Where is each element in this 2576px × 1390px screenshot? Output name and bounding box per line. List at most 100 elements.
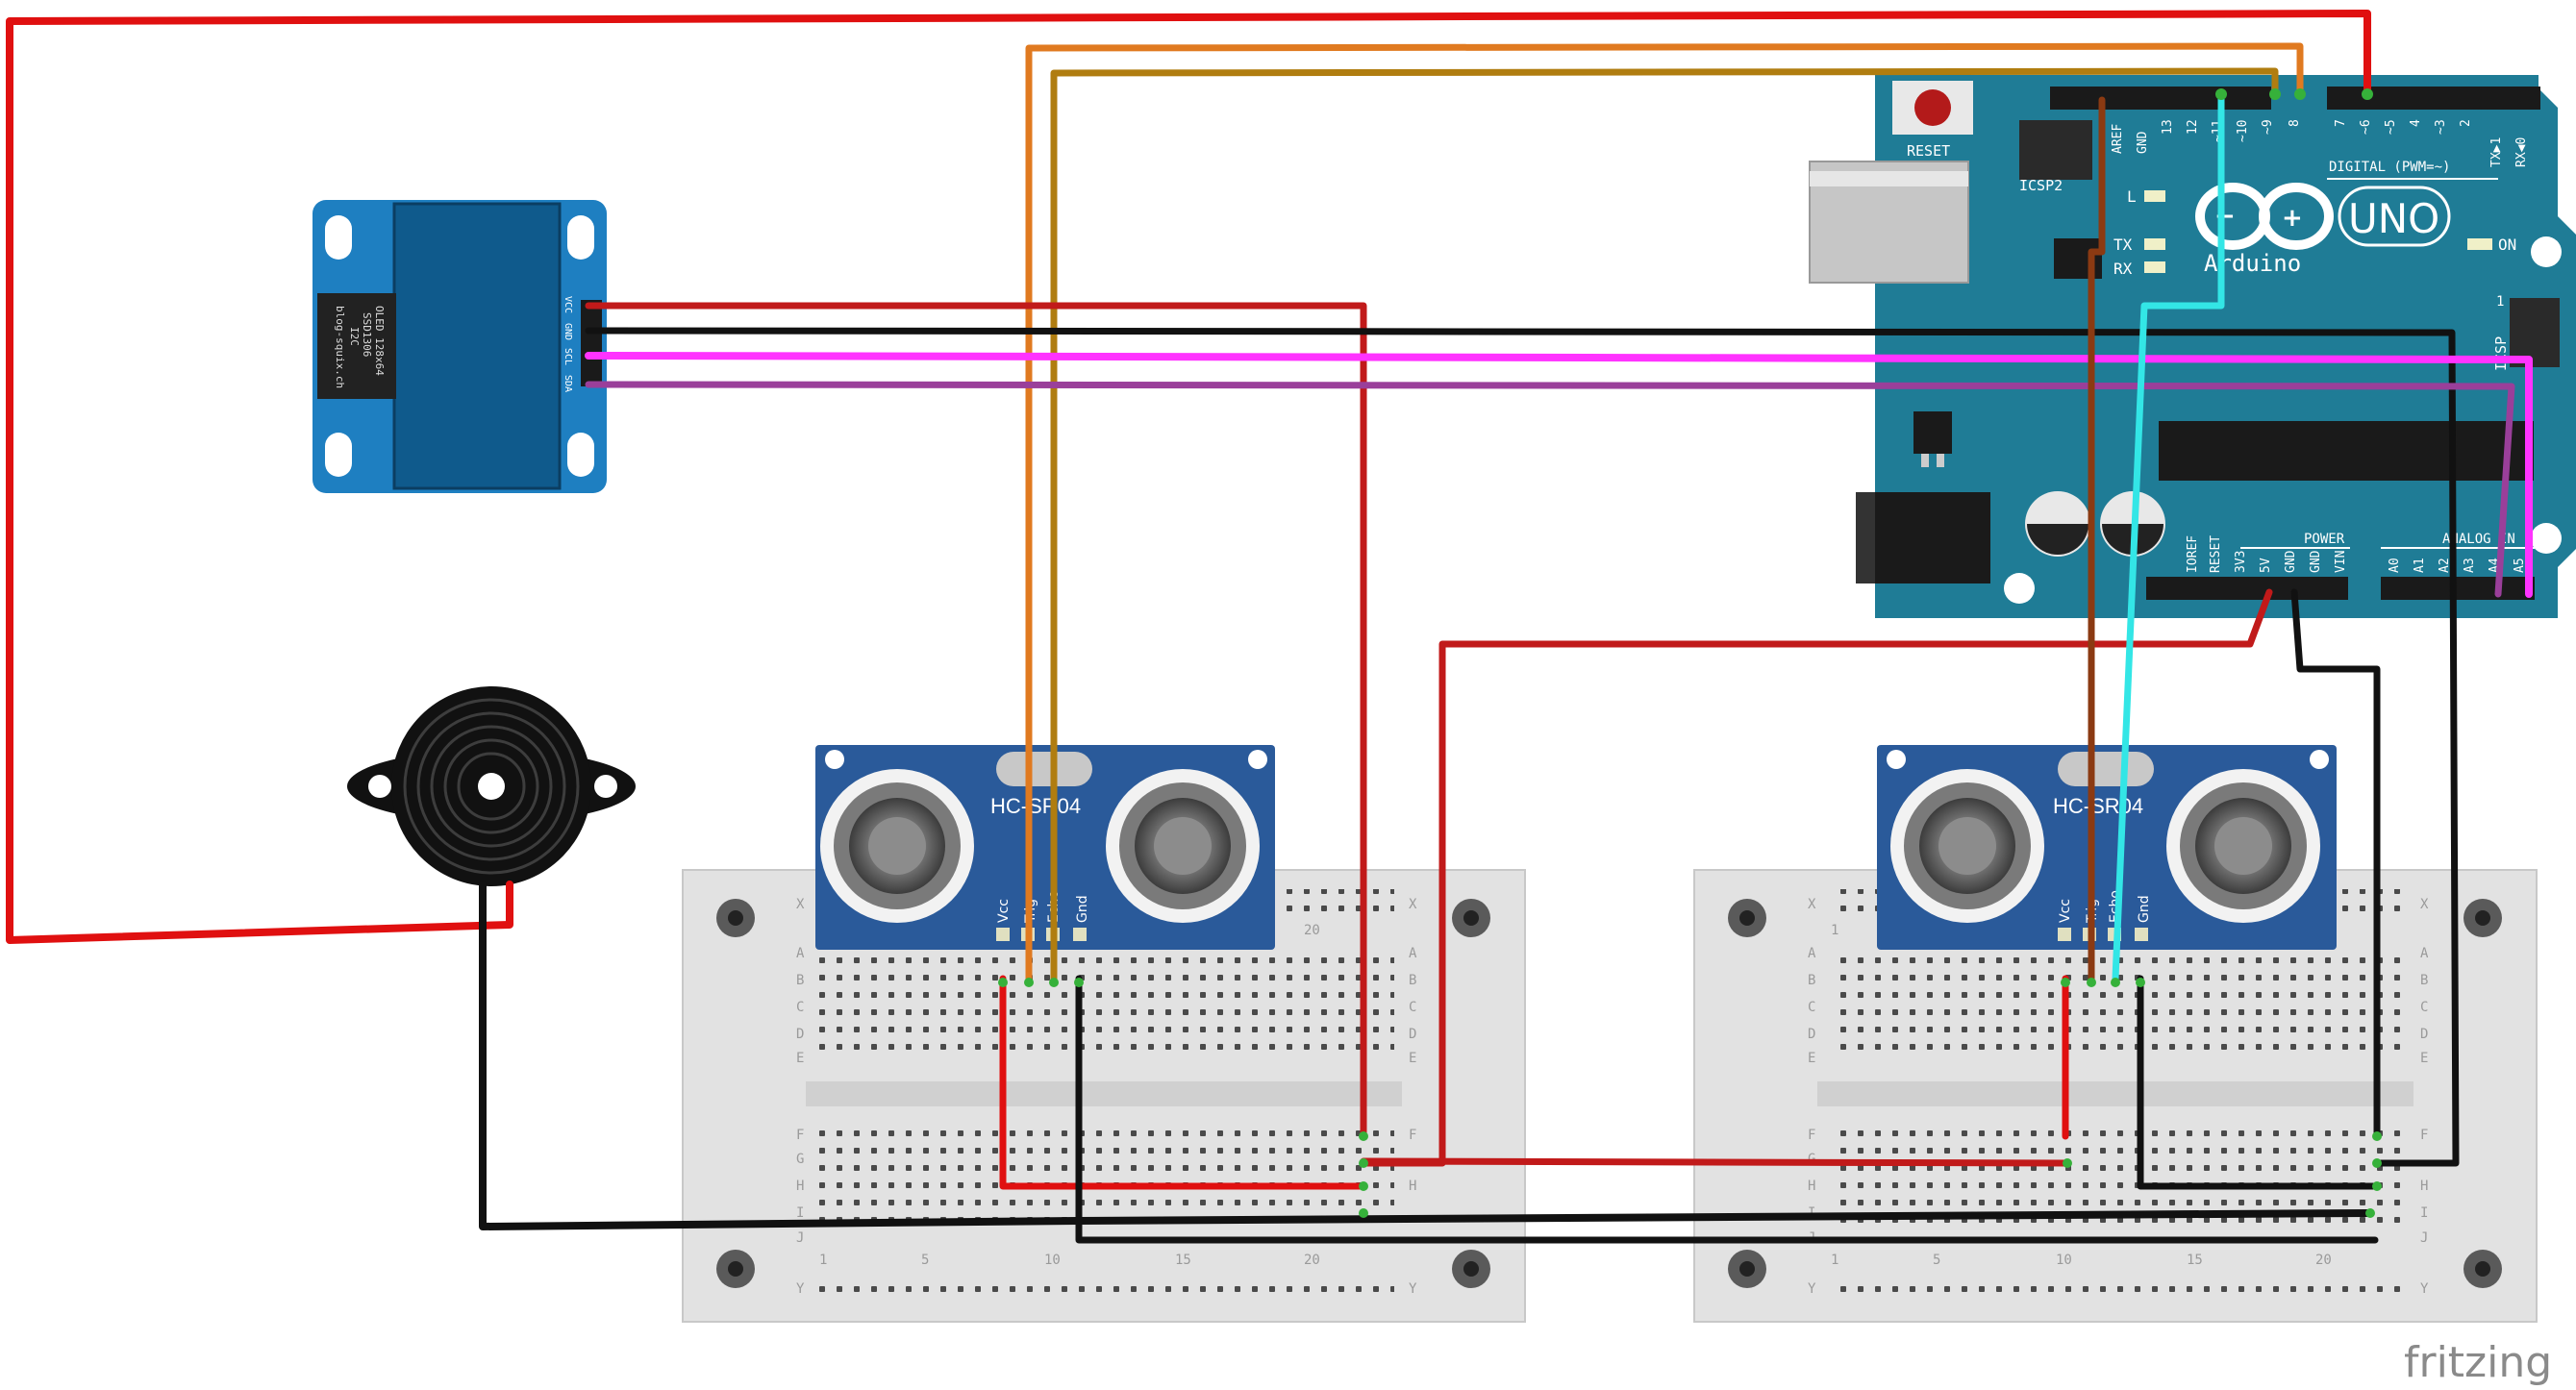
arduino-led-l: L [2127,187,2137,206]
wire-oled-vcc [585,302,1367,1140]
header-gnd: GND [2136,131,2150,154]
row-label-x-2r: X [2420,897,2429,912]
analog-a5: A5 [2513,558,2527,573]
col-label-10-2: 10 [2056,1253,2072,1268]
sensor-left-pin-vcc: Vcc [996,899,1012,923]
wire-vcc-left [999,975,1367,1190]
arduino-led-on: ON [2498,236,2516,254]
row-label-c: C [796,1000,804,1015]
power-ioref: IOREF [2186,535,2200,573]
power-vin: VIN [2334,551,2348,573]
arduino-led-rx: RX [2113,260,2133,278]
arduino-uno-board: RESET ICSP2 AREF GND 13 12 ~11 ~10 ~9 8 … [1809,75,2576,618]
row-label-a: A [796,946,805,961]
row-label-d-2r: D [2420,1027,2428,1042]
wire-buzzer-ground [479,881,2374,1230]
sensor-left-pin-gnd: Gnd [1075,895,1090,923]
row-label-y: Y [796,1281,805,1297]
col-label-15: 15 [1175,1253,1191,1268]
row-label-b: B [796,973,804,988]
arduino-power-label: POWER [2304,532,2345,547]
arduino-analog-label: ANALOG IN [2442,532,2515,547]
power-reset: RESET [2209,535,2223,573]
analog-a0: A0 [2388,558,2402,573]
wire-buzzer-signal [6,10,2371,944]
row-label-h-2: H [1808,1179,1815,1194]
oled-screen [392,202,562,490]
row-label-y-right: Y [1409,1281,1417,1297]
wire-oled-scl [585,352,2533,598]
oled-chip-text-1: OLED 128x64 [373,306,386,376]
svg-text:+: + [2282,204,2303,233]
power-5v: 5V [2259,558,2273,573]
row-label-b-right: B [1409,973,1416,988]
sensor-left-model: HC-SR04 [990,794,1081,818]
col-label-5-2: 5 [1933,1253,1940,1268]
row-label-e: E [796,1051,804,1066]
arduino-digital-label: DIGITAL (PWM=~) [2329,160,2450,175]
col-label-10: 10 [1044,1253,1061,1268]
oled-pin-sda: SDA [563,375,573,392]
wire-oled-sda [585,381,2515,598]
header-5: ~5 [2384,119,2398,135]
header-7: 7 [2334,119,2348,127]
row-label-f-2r: F [2420,1128,2428,1143]
oled-pin-scl: SCL [563,348,573,365]
wire-gnd-left [1075,975,2379,1244]
arduino-led-tx: TX [2113,236,2133,254]
row-label-i-2r: I [2420,1205,2428,1221]
header-rx0: RX◀0 [2514,137,2529,167]
col-label-1: 1 [819,1253,827,1268]
col-label-1-2: 1 [1831,1253,1838,1268]
row-label-a-right: A [1409,946,1417,961]
row-label-d-2: D [1808,1027,1815,1042]
arduino-reset-label: RESET [1907,142,1950,160]
oled-pin-gnd: GND [563,323,573,340]
row-label-j-2r: J [2420,1230,2428,1246]
wire-power-rail-link [1360,1157,2071,1167]
sensor-right-pin-gnd: Gnd [2137,895,2152,923]
header-3: ~3 [2434,119,2448,135]
row-label-a-2: A [1808,946,1816,961]
arduino-icsp-pin1: 1 [2496,294,2504,310]
wires [6,10,2533,1244]
row-label-j: J [796,1230,804,1246]
col-label-20-top: 20 [1304,923,1320,938]
header-aref: AREF [2111,124,2125,154]
row-label-h-right: H [1409,1179,1416,1194]
row-label-h: H [796,1179,804,1194]
row-label-x: X [796,897,805,912]
ultrasonic-sensor-right: HC-SR04 Vcc Trig Echo Gnd [1877,745,2337,950]
row-label-a-2r: A [2420,946,2429,961]
col-label-1-2-top: 1 [1831,923,1838,938]
col-label-20: 20 [1304,1253,1320,1268]
header-12: 12 [2186,119,2200,135]
row-label-d: D [796,1027,804,1042]
header-13: 13 [2161,119,2175,135]
row-label-i: I [796,1205,804,1221]
oled-display-module: OLED 128x64 SSD1306 I2C blog-squix.ch VC… [313,200,607,493]
piezo-buzzer [347,686,636,886]
header-8: 8 [2288,119,2302,127]
row-label-b-2r: B [2420,973,2428,988]
col-label-5: 5 [921,1253,929,1268]
row-label-f-2: F [1808,1128,1815,1143]
sensor-right-pin-vcc: Vcc [2058,899,2073,923]
col-label-15-2: 15 [2187,1253,2203,1268]
row-label-e-right: E [1409,1051,1416,1066]
row-label-f: F [796,1128,804,1143]
power-gnd-2: GND [2309,550,2323,573]
arduino-icsp-label: ICSP [2492,336,2510,371]
col-label-20-2: 20 [2315,1253,2332,1268]
row-label-f-right: F [1409,1128,1416,1143]
wire-echo-left [1050,67,2279,982]
svg-text:−: − [2214,202,2236,231]
row-label-e-2: E [1808,1051,1815,1066]
wire-trig-left [1025,42,2304,982]
row-label-d-right: D [1409,1027,1416,1042]
header-4: 4 [2409,119,2423,127]
oled-chip-text-3: I2C [348,327,361,346]
header-10: ~10 [2236,120,2250,142]
arduino-infinity-logo-icon [2195,183,2334,250]
